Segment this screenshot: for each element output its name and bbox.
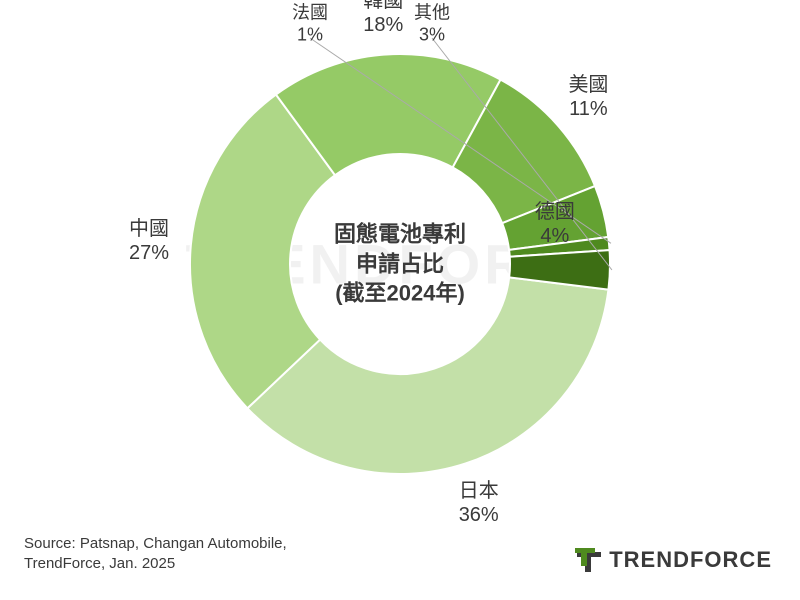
trendforce-icon	[575, 546, 603, 574]
brand-name: TRENDFORCE	[609, 547, 772, 573]
label-中國: 中國27%	[129, 217, 169, 265]
source-line1: Source: Patsnap, Changan Automobile,	[24, 534, 287, 554]
center-title-line1: 固態電池專利	[334, 219, 466, 249]
source-text: Source: Patsnap, Changan Automobile, Tre…	[24, 534, 287, 575]
label-韓國: 韓國18%	[363, 0, 403, 37]
label-德國: 德國4%	[535, 200, 575, 248]
label-法國: 法國1%	[292, 2, 328, 45]
center-title-line3: (截至2024年)	[334, 279, 466, 309]
label-日本: 日本36%	[459, 479, 499, 527]
source-line2: TrendForce, Jan. 2025	[24, 554, 287, 574]
label-其他: 其他3%	[414, 2, 450, 45]
label-美國: 美國11%	[568, 73, 608, 121]
chart-center-title: 固態電池專利 申請占比 (截至2024年)	[334, 219, 466, 308]
center-title-line2: 申請占比	[334, 249, 466, 279]
brand-logo: TRENDFORCE	[575, 546, 772, 574]
